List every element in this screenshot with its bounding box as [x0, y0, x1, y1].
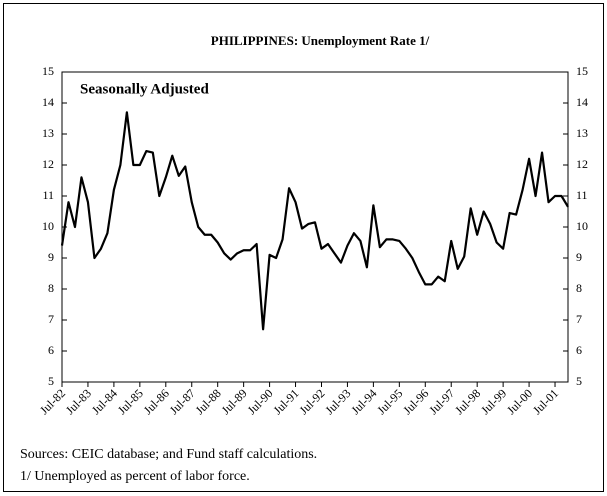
y2-tick-label: 14 — [576, 95, 588, 109]
y2-tick-label: 6 — [576, 343, 582, 357]
y-tick-label: 12 — [42, 157, 54, 171]
x-tick-label: Jul-01 — [530, 386, 561, 417]
x-tick-label: Jul-82 — [37, 386, 68, 417]
frame — [3, 3, 604, 492]
footnote: 1/ Unemployed as percent of labor force. — [20, 469, 250, 484]
x-tick-label: Jul-83 — [63, 386, 94, 417]
x-tick-label: Jul-00 — [504, 386, 535, 417]
x-tick-label: Jul-88 — [193, 386, 224, 417]
x-tick-label: Jul-92 — [296, 386, 327, 417]
y-tick-label: 15 — [42, 64, 54, 78]
chart-title: PHILIPPINES: Unemployment Rate 1/ — [211, 33, 430, 48]
x-tick-label: Jul-99 — [478, 386, 509, 417]
series-line — [60, 111, 569, 331]
y2-tick-label: 8 — [576, 281, 582, 295]
y-tick-label: 14 — [42, 95, 54, 109]
annotation: Seasonally Adjusted — [80, 81, 209, 97]
y-tick-label: 10 — [42, 219, 54, 233]
x-tick-label: Jul-85 — [115, 386, 146, 417]
y-tick-label: 8 — [48, 281, 54, 295]
y2-tick-label: 11 — [576, 188, 588, 202]
x-tick-label: Jul-93 — [322, 386, 353, 417]
x-tick-label: Jul-89 — [219, 386, 250, 417]
y-tick-label: 9 — [48, 250, 54, 264]
y2-tick-label: 10 — [576, 219, 588, 233]
y-tick-label: 6 — [48, 343, 54, 357]
y2-tick-label: 15 — [576, 64, 588, 78]
x-tick-label: Jul-91 — [270, 386, 301, 417]
y2-tick-label: 9 — [576, 250, 582, 264]
y-tick-label: 13 — [42, 126, 54, 140]
x-tick-label: Jul-90 — [245, 386, 276, 417]
x-tick-label: Jul-87 — [167, 386, 198, 417]
x-tick-label: Jul-98 — [452, 386, 483, 417]
y-tick-label: 5 — [48, 374, 54, 388]
x-tick-label: Jul-84 — [89, 386, 120, 417]
x-tick-label: Jul-96 — [400, 386, 431, 417]
x-tick-label: Jul-94 — [348, 386, 379, 417]
y-tick-label: 11 — [42, 188, 54, 202]
x-tick-label: Jul-97 — [426, 386, 457, 417]
x-tick-label: Jul-86 — [141, 386, 172, 417]
source-note: Sources: CEIC database; and Fund staff c… — [20, 447, 317, 462]
y2-tick-label: 5 — [576, 374, 582, 388]
y-tick-label: 7 — [48, 312, 54, 326]
y2-tick-label: 12 — [576, 157, 588, 171]
y2-tick-label: 13 — [576, 126, 588, 140]
y2-tick-label: 7 — [576, 312, 582, 326]
x-tick-label: Jul-95 — [374, 386, 405, 417]
